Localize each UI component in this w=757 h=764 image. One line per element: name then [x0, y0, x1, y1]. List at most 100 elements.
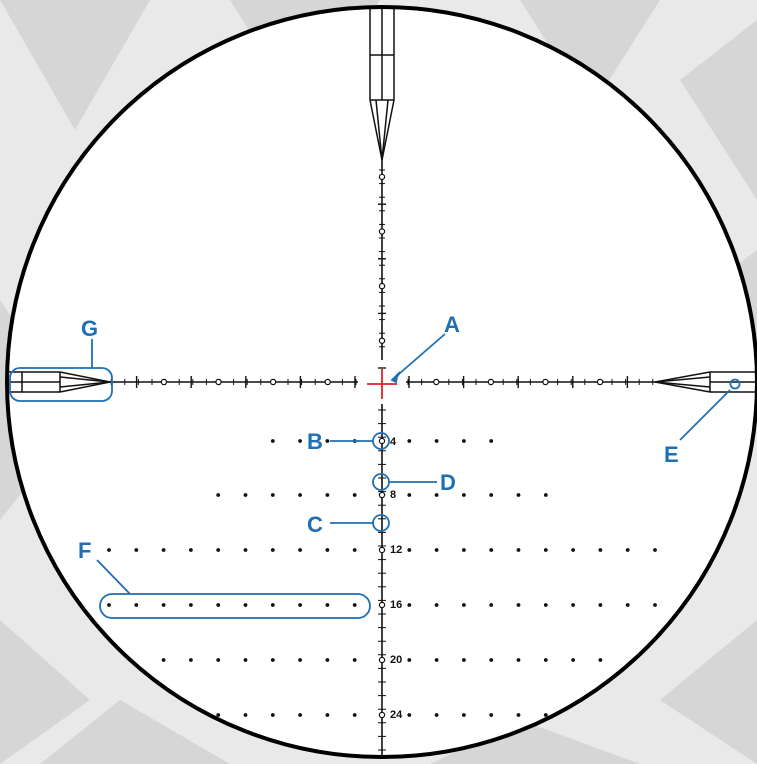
top-post [369, 7, 395, 161]
holdover-dot [161, 548, 166, 552]
holdover-dot [434, 713, 439, 717]
hash-circle [378, 282, 386, 290]
hash-circle [378, 228, 386, 235]
holdover-dot [625, 603, 630, 607]
vertical-lower-stadia [378, 404, 386, 757]
holdover-dot [516, 548, 521, 552]
holdover-dot [543, 713, 548, 717]
center-crosshair [367, 369, 397, 399]
callout-label-f: F [78, 538, 91, 563]
holdover-dot [189, 548, 193, 552]
holdover-dot [243, 493, 248, 497]
holdover-dot [407, 713, 412, 717]
holdover-dot [352, 713, 357, 717]
callout-label-a: A [444, 312, 460, 337]
hash-circle [160, 378, 168, 386]
callout-d: D [372, 470, 456, 495]
elevation-label-8: 8 [390, 489, 396, 501]
hash-circle [378, 656, 386, 664]
elevation-labels: 4 8 12 16 20 24 [390, 436, 403, 721]
holdover-dot [325, 439, 330, 443]
holdover-dot [407, 603, 412, 607]
scope-ring [5, 5, 757, 759]
holdover-dot [407, 658, 412, 662]
holdover-dot [516, 493, 521, 497]
horizontal-right-stadia [406, 376, 655, 388]
holdover-dot [489, 439, 494, 443]
holdover-dot [543, 548, 548, 552]
elevation-label-4: 4 [390, 436, 397, 448]
holdover-dot [489, 658, 494, 662]
holdover-dot [270, 493, 275, 497]
holdover-dot [161, 603, 166, 607]
holdover-dot [543, 658, 548, 662]
hash-circle [378, 601, 386, 609]
holdover-dot [134, 603, 139, 607]
holdover-dot-grid [107, 439, 657, 717]
holdover-dot [571, 548, 575, 552]
holdover-dot [407, 439, 412, 443]
holdover-dot [434, 493, 439, 497]
holdover-dot [598, 548, 603, 552]
holdover-dot [571, 603, 575, 607]
hash-circle [378, 173, 386, 181]
holdover-dot [625, 548, 630, 552]
holdover-dot [298, 713, 302, 717]
holdover-dot [243, 603, 248, 607]
holdover-dot [653, 548, 657, 552]
holdover-dot [434, 603, 439, 607]
callout-label-b: B [307, 429, 323, 454]
holdover-dot [434, 548, 439, 552]
holdover-dot [325, 658, 330, 662]
holdover-dot [489, 603, 494, 607]
holdover-dot [270, 658, 275, 662]
callout-c: C [307, 512, 390, 537]
hash-circle [378, 546, 386, 554]
holdover-dot [352, 548, 357, 552]
holdover-dot [325, 713, 330, 717]
holdover-dot [489, 713, 494, 717]
elevation-label-24: 24 [390, 709, 403, 721]
hash-circle [269, 378, 277, 386]
hash-circle [378, 337, 386, 344]
holdover-dot [189, 603, 193, 607]
holdover-dot [462, 548, 466, 552]
holdover-dot [407, 548, 412, 552]
holdover-dot [270, 439, 275, 443]
holdover-dot [107, 603, 111, 607]
elevation-label-20: 20 [390, 654, 402, 666]
holdover-dot [653, 603, 657, 607]
hash-circle [487, 378, 495, 386]
hash-circle [378, 491, 386, 499]
holdover-dot [298, 439, 302, 443]
holdover-dot [298, 603, 302, 607]
holdover-dot [598, 658, 603, 662]
elevation-label-12: 12 [390, 544, 402, 556]
holdover-dot [298, 493, 302, 497]
holdover-dot [325, 603, 330, 607]
holdover-dot [434, 658, 439, 662]
holdover-dot [216, 548, 221, 552]
holdover-dot [489, 493, 494, 497]
holdover-dot [161, 658, 166, 662]
holdover-dot [462, 713, 466, 717]
holdover-dot [516, 713, 521, 717]
callout-a: A [390, 312, 460, 384]
hash-circle [324, 378, 331, 386]
holdover-dot [107, 548, 111, 552]
hash-circle [378, 711, 386, 719]
holdover-dot [462, 603, 466, 607]
holdover-dot [462, 658, 466, 662]
holdover-dot [189, 658, 193, 662]
hash-circle [433, 378, 440, 386]
hash-circle [596, 378, 604, 386]
callouts: A B C D E F G [9, 312, 741, 619]
holdover-dot [243, 713, 248, 717]
hash-circle [215, 378, 222, 386]
holdover-dot [270, 713, 275, 717]
vertical-upper-stadia [378, 160, 386, 369]
holdover-dot [407, 493, 412, 497]
holdover-dot [134, 548, 139, 552]
